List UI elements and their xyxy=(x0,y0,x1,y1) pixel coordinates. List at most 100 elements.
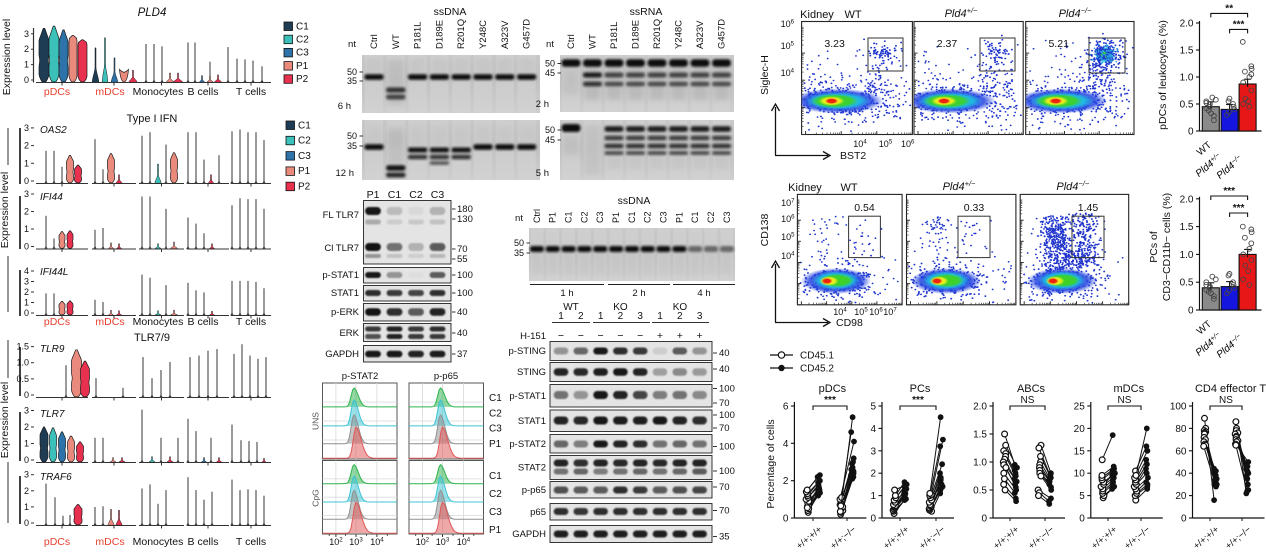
svg-text:R201Q: R201Q xyxy=(456,19,467,49)
svg-text:R201Q: R201Q xyxy=(652,19,663,49)
svg-text:0: 0 xyxy=(24,455,29,465)
svg-text:C1: C1 xyxy=(388,189,402,201)
svg-text:1.5: 1.5 xyxy=(1180,46,1194,57)
svg-text:Y248C: Y248C xyxy=(478,20,489,49)
svg-text:55: 55 xyxy=(457,254,468,265)
svg-text:C2: C2 xyxy=(298,136,311,147)
svg-text:T cells: T cells xyxy=(236,536,266,548)
svg-text:PLD4: PLD4 xyxy=(138,7,167,19)
svg-text:1: 1 xyxy=(24,298,29,308)
svg-text:C2: C2 xyxy=(296,35,309,46)
svg-text:2: 2 xyxy=(618,311,624,322)
svg-text:pDCs: pDCs xyxy=(44,86,70,98)
svg-text:6: 6 xyxy=(783,402,789,413)
svg-text:70: 70 xyxy=(457,244,468,255)
svg-text:B cells: B cells xyxy=(188,536,219,548)
svg-text:C2: C2 xyxy=(489,489,502,500)
svg-text:0.5: 0.5 xyxy=(1180,278,1194,289)
svg-text:0: 0 xyxy=(24,390,29,400)
svg-text:104: 104 xyxy=(853,139,867,149)
svg-text:3: 3 xyxy=(24,29,29,39)
svg-text:0.5: 0.5 xyxy=(1180,100,1194,111)
svg-text:10: 10 xyxy=(1074,469,1086,480)
svg-text:100: 100 xyxy=(719,442,735,453)
svg-text:TRAF6: TRAF6 xyxy=(40,472,72,483)
svg-text:mDCs: mDCs xyxy=(1114,383,1145,395)
svg-text:1.5: 1.5 xyxy=(16,342,29,352)
svg-text:IFI44L: IFI44L xyxy=(40,267,68,278)
svg-text:UNS: UNS xyxy=(311,412,321,430)
svg-text:ABCs: ABCs xyxy=(1017,383,1046,395)
svg-text:0: 0 xyxy=(24,242,29,252)
svg-text:3: 3 xyxy=(870,446,876,457)
svg-text:106: 106 xyxy=(781,19,795,29)
svg-text:WT: WT xyxy=(588,34,599,49)
svg-text:2.37: 2.37 xyxy=(937,38,958,50)
svg-text:nt: nt xyxy=(546,39,554,50)
svg-text:P181L: P181L xyxy=(413,22,424,49)
svg-text:STAT1: STAT1 xyxy=(518,416,546,427)
svg-text:C1: C1 xyxy=(564,211,574,223)
svg-text:Monocytes: Monocytes xyxy=(133,316,184,328)
svg-text:D189E: D189E xyxy=(631,20,642,49)
svg-text:20: 20 xyxy=(1175,491,1187,502)
svg-text:1: 1 xyxy=(24,60,29,70)
svg-text:+: + xyxy=(697,330,703,342)
svg-text:nt: nt xyxy=(348,39,356,50)
svg-text:35: 35 xyxy=(514,248,524,258)
svg-text:1.0: 1.0 xyxy=(16,358,29,368)
svg-text:P1: P1 xyxy=(298,166,311,177)
svg-text:45: 45 xyxy=(545,135,555,145)
svg-text:3.23: 3.23 xyxy=(824,38,845,50)
svg-text:2 h: 2 h xyxy=(536,99,549,110)
svg-text:3: 3 xyxy=(24,406,29,416)
svg-text:BST2: BST2 xyxy=(840,150,866,162)
svg-text:103: 103 xyxy=(436,537,450,547)
svg-text:p-STAT1: p-STAT1 xyxy=(322,270,359,281)
svg-text:CD45.1: CD45.1 xyxy=(800,351,834,362)
svg-text:NS: NS xyxy=(1219,395,1233,406)
svg-text:ssRNA: ssRNA xyxy=(630,6,663,18)
svg-text:CD4 effector T: CD4 effector T xyxy=(1195,383,1266,395)
svg-text:p-STAT2: p-STAT2 xyxy=(342,371,379,382)
svg-text:Kidney: Kidney xyxy=(800,9,834,21)
svg-text:Cl TLR7: Cl TLR7 xyxy=(324,243,359,254)
svg-text:mDCs: mDCs xyxy=(95,536,124,548)
svg-text:***: *** xyxy=(824,395,836,406)
svg-text:37: 37 xyxy=(457,349,468,360)
svg-text:104: 104 xyxy=(781,68,795,78)
svg-text:2.0: 2.0 xyxy=(1180,194,1194,205)
svg-text:Type I IFN: Type I IFN xyxy=(127,113,178,125)
svg-text:1.5: 1.5 xyxy=(973,430,987,441)
svg-text:25: 25 xyxy=(1074,402,1086,413)
svg-text:***: *** xyxy=(1223,186,1235,197)
svg-text:0: 0 xyxy=(1079,514,1085,525)
svg-text:0.33: 0.33 xyxy=(964,202,985,214)
svg-text:A323V: A323V xyxy=(695,20,706,49)
svg-text:2: 2 xyxy=(578,311,584,322)
svg-text:50: 50 xyxy=(514,238,524,248)
svg-text:C3: C3 xyxy=(489,424,502,435)
svg-text:TLR9: TLR9 xyxy=(40,344,65,355)
svg-text:107: 107 xyxy=(781,198,795,208)
svg-text:p-STAT1: p-STAT1 xyxy=(509,391,546,402)
svg-text:5: 5 xyxy=(1079,491,1085,502)
svg-text:50: 50 xyxy=(347,67,357,77)
svg-text:p-p65: p-p65 xyxy=(522,485,546,496)
svg-text:−: − xyxy=(637,330,643,342)
svg-text:D189E: D189E xyxy=(434,20,445,49)
svg-text:3: 3 xyxy=(24,189,29,199)
svg-text:102: 102 xyxy=(329,537,343,547)
svg-text:OAS2: OAS2 xyxy=(40,125,67,136)
svg-text:C3: C3 xyxy=(659,211,669,223)
svg-text:***: *** xyxy=(1233,19,1245,30)
svg-text:ssDNA: ssDNA xyxy=(618,195,651,207)
svg-text:106: 106 xyxy=(781,214,795,224)
svg-text:T cells: T cells xyxy=(236,86,266,98)
svg-text:60: 60 xyxy=(1175,446,1187,457)
svg-text:104: 104 xyxy=(833,307,847,317)
svg-text:CD45.2: CD45.2 xyxy=(800,364,834,375)
svg-text:0.5: 0.5 xyxy=(973,486,987,497)
svg-text:103: 103 xyxy=(349,537,363,547)
svg-text:2: 2 xyxy=(677,311,683,322)
